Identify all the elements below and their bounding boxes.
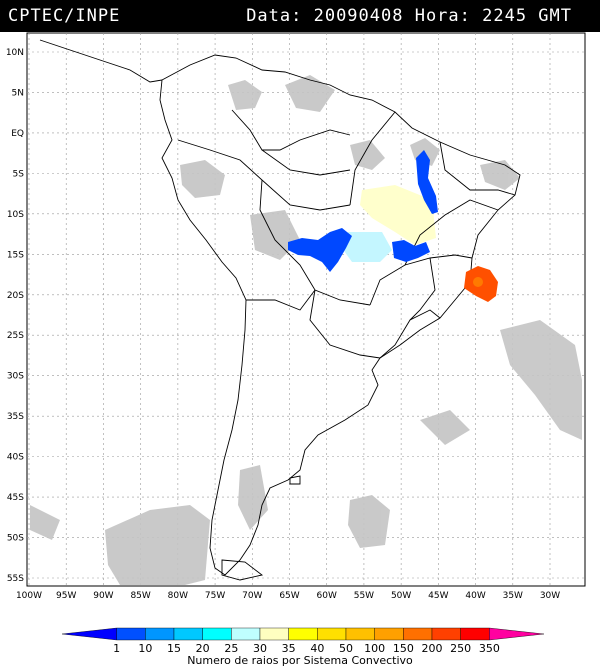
lat-tick-label: 10N: [6, 48, 24, 58]
lat-tick-label: 20S: [7, 291, 24, 301]
datetime-label: Data: 20090408 Hora: 2245 GMT: [246, 6, 572, 26]
legend-color-bar: [61, 627, 545, 641]
lat-tick-label: 15S: [7, 250, 24, 260]
legend-color-segment: [431, 627, 461, 641]
lat-tick-label: 10S: [7, 210, 24, 220]
lon-tick-label: 60W: [317, 591, 337, 601]
lon-tick-label: 90W: [93, 591, 113, 601]
internal-borders-6: [369, 254, 473, 306]
cloud-cover: [30, 75, 582, 585]
legend-value-label: 250: [450, 642, 471, 652]
internal-borders-5: [349, 111, 396, 206]
internal-borders-8: [439, 141, 516, 196]
central-america: [39, 39, 163, 83]
goias-cluster: [392, 240, 430, 262]
legend-color-segment: [231, 627, 261, 641]
lat-tick-label: EQ: [11, 129, 24, 139]
legend-title: Numero de raios por Sistema Convectivo: [187, 654, 413, 667]
lon-tick-label: 85W: [130, 591, 150, 601]
lon-tick-label: 55W: [354, 591, 374, 601]
internal-borders-7: [404, 199, 499, 266]
legend-value-label: 15: [167, 642, 181, 652]
legend-color-segment: [61, 627, 117, 641]
lon-tick-label: 75W: [205, 591, 225, 601]
legend-color-segment: [317, 627, 347, 641]
legend-value-label: 100: [364, 642, 385, 652]
lat-tick-label: 45S: [7, 493, 24, 503]
legend-value-label: 25: [224, 642, 238, 652]
legend-color-segment: [173, 627, 203, 641]
legend-value-label: 150: [393, 642, 414, 652]
lon-tick-label: 45W: [428, 591, 448, 601]
mato-grosso-cluster: [288, 228, 352, 272]
lightning-map: 10N5NEQ5S10S15S20S25S30S35S40S45S50S55S …: [6, 32, 586, 652]
legend-color-segment: [288, 627, 318, 641]
legend-color-segment: [489, 627, 545, 641]
lat-tick-label: 25S: [7, 331, 24, 341]
lat-tick-label: 5S: [13, 169, 25, 179]
lon-tick-label: 40W: [465, 591, 485, 601]
lightning-clusters: [288, 150, 498, 302]
pale-yellow-area: [360, 185, 436, 245]
legend-value-label: 50: [339, 642, 353, 652]
lon-tick-label: 70W: [242, 591, 262, 601]
lon-tick-label: 95W: [56, 591, 76, 601]
legend-value-label: 40: [310, 642, 324, 652]
legend-color-segment: [374, 627, 404, 641]
image-header: CPTEC/INPE Data: 20090408 Hora: 2245 GMT: [0, 0, 600, 32]
latitude-labels: 10N 5N EQ 5S 10S 15S 20S 25S 30S 35S 40S 45S 50S 55S: [6, 48, 24, 584]
maranhao-cluster: [416, 150, 438, 214]
bahia-cluster-core: [473, 277, 483, 287]
weak-convection-areas: [342, 185, 436, 262]
legend-labels: 1 10 15 20 25 30 35 40 50 100 150 200 250 350: [113, 642, 500, 652]
legend-value-label: 200: [422, 642, 443, 652]
internal-borders-3: [259, 179, 371, 306]
legend-value-label: 1: [113, 642, 120, 652]
legend-value-label: 35: [282, 642, 296, 652]
falklands: [289, 475, 301, 485]
legend-color-segment: [202, 627, 232, 641]
tierra-del-fuego: [221, 559, 264, 581]
lon-tick-label: 35W: [503, 591, 523, 601]
map-frame: [26, 32, 586, 587]
lon-tick-label: 65W: [279, 591, 299, 601]
legend-value-label: 30: [253, 642, 267, 652]
internal-borders-2: [231, 109, 351, 151]
internal-borders-12: [409, 257, 436, 321]
legend-value-label: 20: [196, 642, 210, 652]
lat-tick-label: 40S: [7, 453, 24, 463]
legend-value-label: 10: [138, 642, 152, 652]
legend-value-label: 350: [479, 642, 500, 652]
internal-borders-4: [309, 289, 381, 359]
source-label: CPTEC/INPE: [8, 6, 121, 26]
legend-color-segment: [116, 627, 146, 641]
internal-borders-9: [246, 289, 316, 311]
internal-borders-11: [261, 149, 351, 176]
country-borders: [39, 39, 521, 581]
lat-tick-label: 50S: [7, 534, 24, 544]
pale-cyan-area: [342, 232, 392, 262]
lat-tick-label: 30S: [7, 372, 24, 382]
lon-tick-label: 50W: [391, 591, 411, 601]
legend-color-segment: [345, 627, 375, 641]
legend-color-segment: [460, 627, 490, 641]
lat-tick-label: 55S: [7, 574, 24, 584]
longitude-labels: 100W 95W 90W 85W 80W 75W 70W 65W 60W 55W 50W 45W 40W…: [16, 591, 560, 601]
lat-tick-label: 5N: [12, 88, 24, 98]
lon-tick-label: 80W: [168, 591, 188, 601]
lat-tick-label: 35S: [7, 412, 24, 422]
lon-tick-label: 30W: [540, 591, 560, 601]
lon-tick-label: 100W: [16, 591, 42, 601]
legend-color-segment: [403, 627, 433, 641]
legend-color-segment: [259, 627, 289, 641]
legend-color-segment: [145, 627, 175, 641]
